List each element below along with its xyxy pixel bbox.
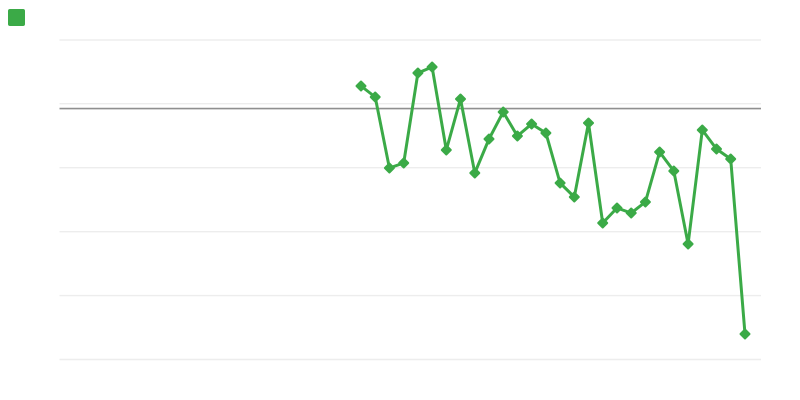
data-point-marker — [426, 61, 438, 73]
data-point-marker — [725, 153, 737, 165]
series-legend-swatch — [8, 9, 25, 26]
data-point-marker — [526, 118, 538, 130]
series-line — [359, 65, 747, 336]
data-point-marker — [440, 144, 452, 156]
data-point-marker — [540, 127, 552, 139]
data-point-marker — [511, 130, 523, 142]
data-point-marker — [696, 124, 708, 136]
data-point-marker — [611, 202, 623, 214]
data-point-marker — [583, 117, 594, 129]
data-point-marker — [469, 167, 481, 179]
data-point-marker — [625, 207, 637, 219]
data-point-marker — [654, 146, 666, 158]
legend — [8, 9, 25, 26]
data-point-marker — [597, 217, 609, 229]
data-point-marker — [711, 143, 722, 155]
data-point-marker — [739, 328, 751, 340]
data-point-marker — [383, 162, 395, 174]
data-point-marker — [455, 93, 466, 105]
data-point-marker — [682, 238, 694, 250]
data-point-marker — [483, 133, 495, 145]
data-point-marker — [355, 80, 367, 92]
data-point-marker — [639, 196, 651, 208]
data-point-marker — [554, 177, 566, 189]
data-point-marker — [412, 67, 424, 79]
data-point-marker — [398, 157, 410, 169]
data-point-marker — [369, 91, 381, 103]
data-point-marker — [568, 191, 580, 203]
data-point-marker — [668, 165, 680, 177]
data-point-marker — [497, 106, 509, 118]
